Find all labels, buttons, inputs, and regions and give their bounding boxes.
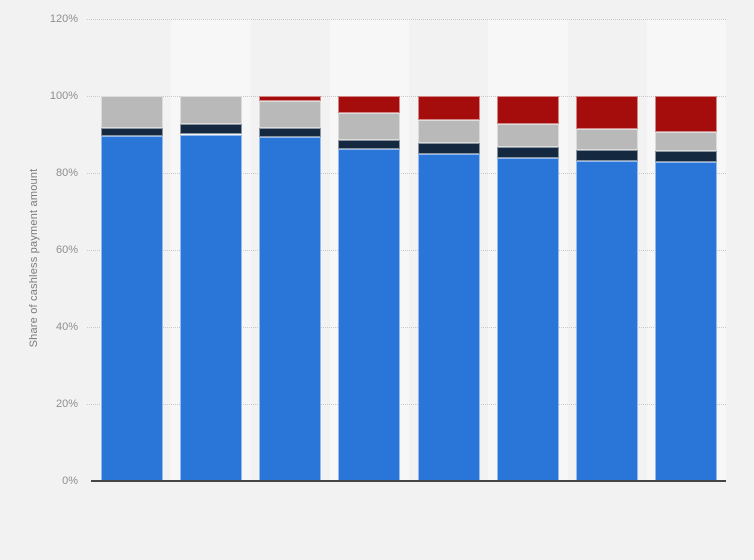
- bar-segment-blue-bottom-segment: [576, 161, 639, 481]
- y-gridline: [87, 173, 726, 174]
- y-gridline: [87, 404, 726, 405]
- bar-segment-gray-segment: [576, 129, 639, 150]
- bar-segment-gray-segment: [655, 132, 718, 152]
- bar-segment-blue-bottom-segment: [655, 161, 718, 481]
- bar-segment-red-top-segment: [496, 96, 559, 125]
- bar-segment-red-top-segment: [338, 96, 401, 113]
- y-tick-label: 20%: [55, 398, 78, 410]
- bar-segment-blue-bottom-segment: [417, 154, 480, 481]
- y-gridline: [87, 250, 726, 251]
- bar-segment-gray-segment: [496, 124, 559, 147]
- y-tick-label: 40%: [55, 321, 78, 333]
- y-gridline: [87, 19, 726, 20]
- bar-segment-red-top-segment: [576, 96, 639, 130]
- bar-segment-blue-bottom-segment: [100, 136, 163, 481]
- bar-segment-gray-segment: [259, 101, 322, 128]
- bar-segment-blue-bottom-segment: [259, 136, 322, 481]
- bar-segment-dark-navy-segment: [576, 149, 639, 162]
- bar-segment-red-top-segment: [655, 96, 718, 133]
- bar-segment-blue-bottom-segment: [338, 149, 401, 481]
- y-gridline: [87, 96, 726, 97]
- y-tick-label: 80%: [55, 167, 78, 179]
- bar-segment-red-top-segment: [259, 96, 322, 101]
- bar-segment-dark-navy-segment: [179, 124, 242, 135]
- y-tick-label: 60%: [55, 244, 78, 256]
- y-tick-label: 120%: [49, 13, 78, 25]
- bar-segment-blue-bottom-segment: [496, 157, 559, 481]
- bar-segment-dark-navy-segment: [496, 146, 559, 158]
- bar-segment-gray-segment: [417, 119, 480, 144]
- x-axis-line: [91, 480, 726, 482]
- bar-segment-gray-segment: [100, 96, 163, 128]
- bar-segment-dark-navy-segment: [338, 140, 401, 150]
- bar-segment-dark-navy-segment: [655, 151, 718, 162]
- bar-segment-gray-segment: [338, 112, 401, 141]
- bar-segment-blue-bottom-segment: [179, 134, 242, 481]
- y-tick-label: 100%: [49, 90, 78, 102]
- bar-segment-gray-segment: [179, 96, 242, 125]
- bar-segment-red-top-segment: [417, 96, 480, 120]
- bar-segment-dark-navy-segment: [100, 127, 163, 137]
- bar-segment-dark-navy-segment: [259, 127, 322, 137]
- y-tick-label: 0%: [62, 475, 78, 487]
- bar-segment-dark-navy-segment: [417, 143, 480, 155]
- y-gridline: [87, 327, 726, 328]
